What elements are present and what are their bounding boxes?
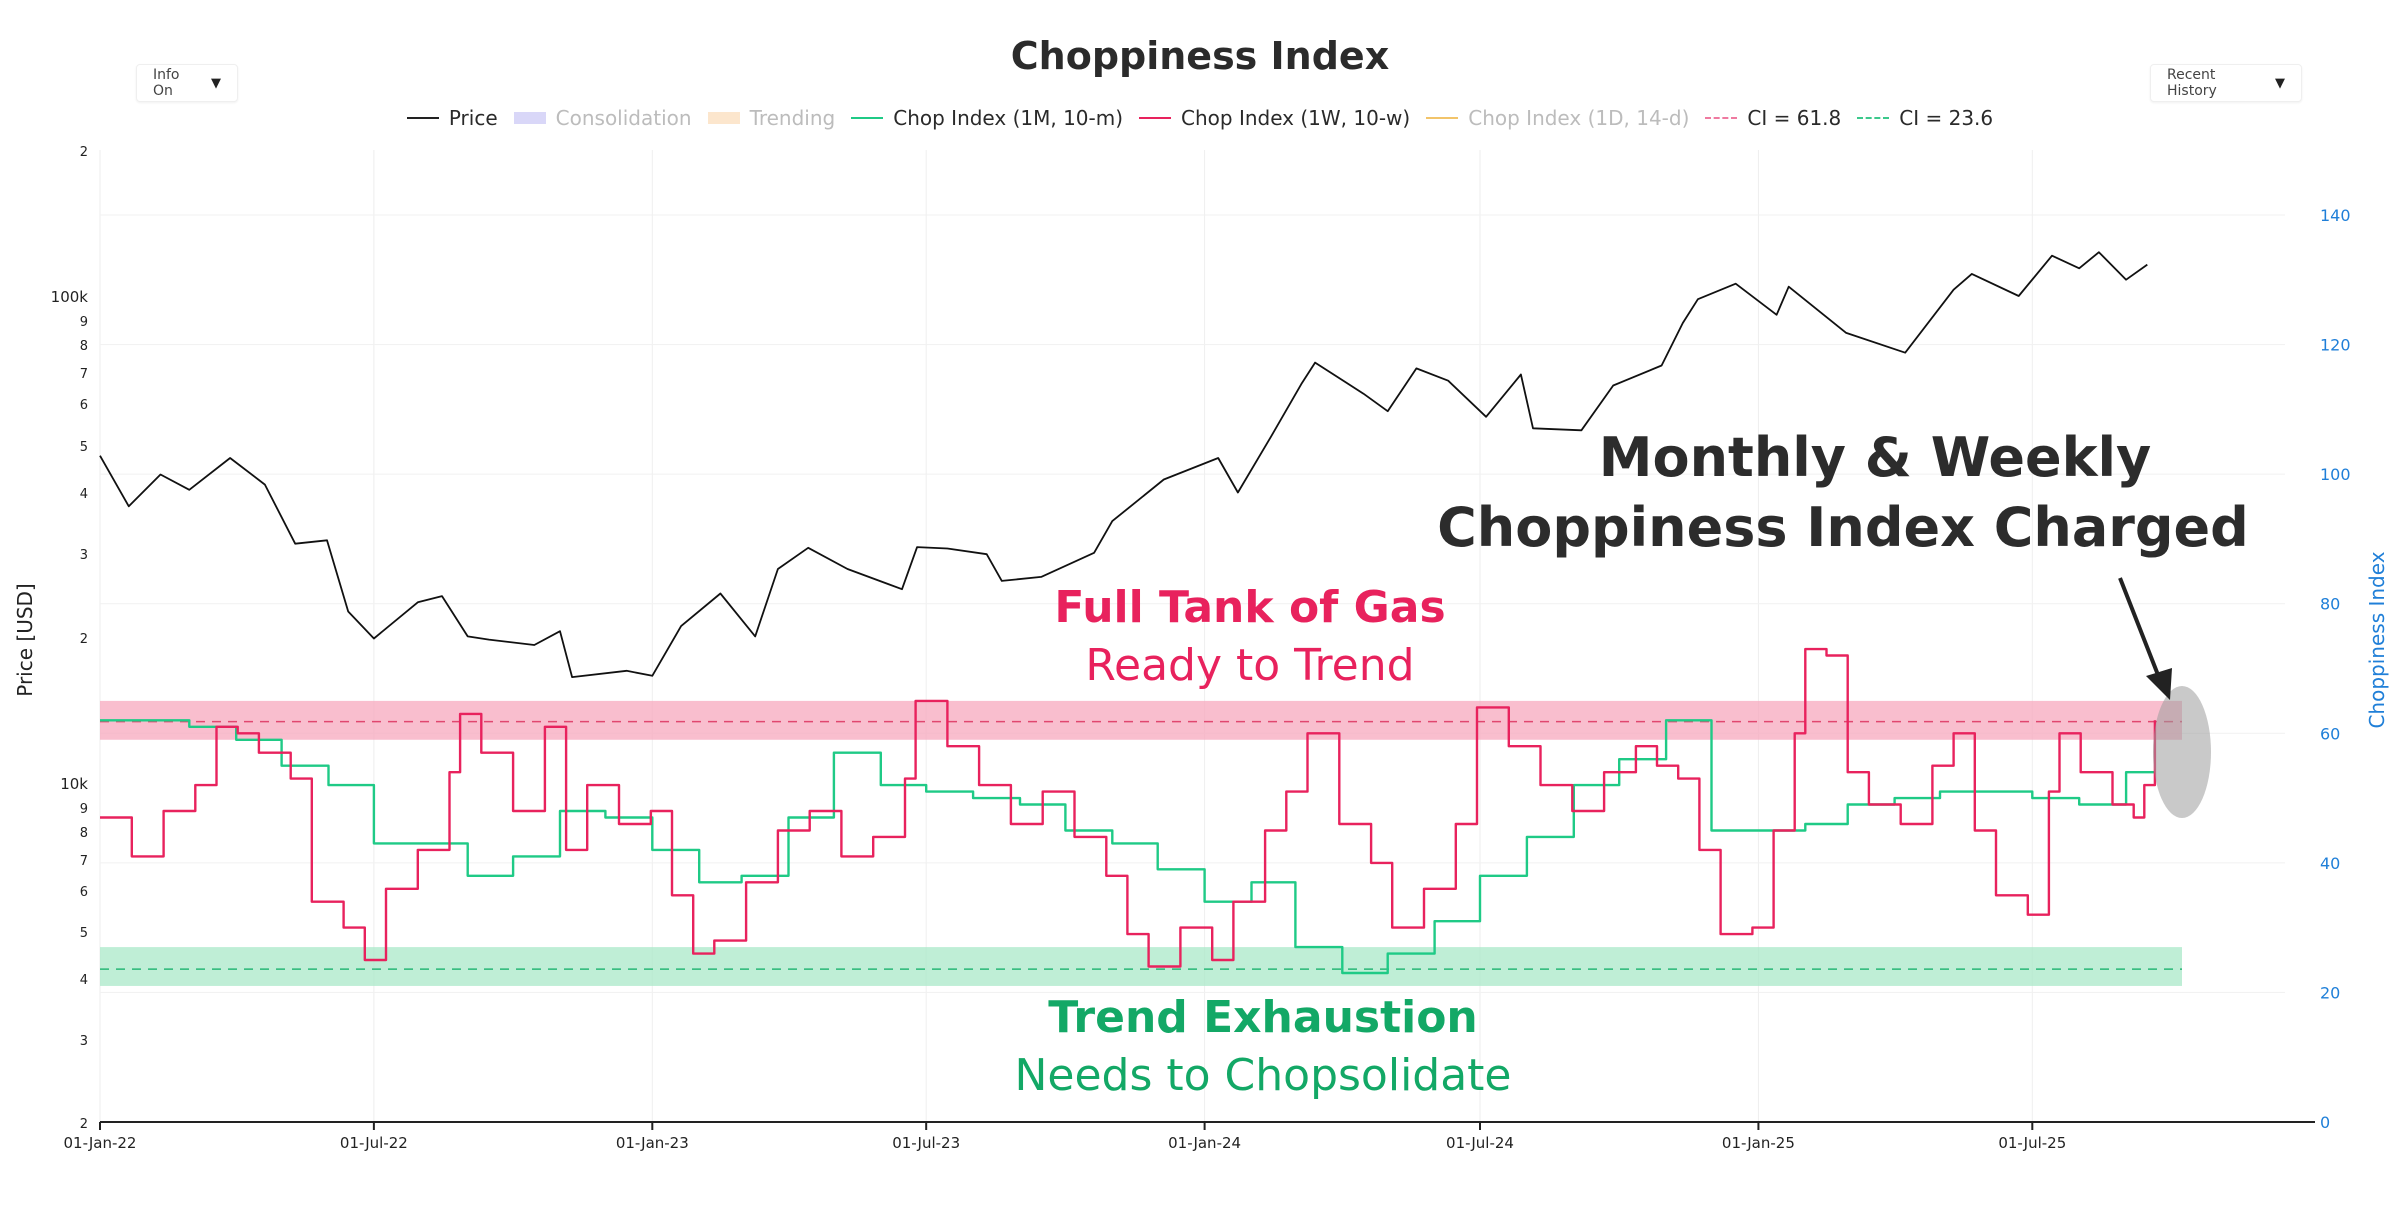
highlight-ellipse <box>2153 686 2211 818</box>
legend-swatch <box>1857 112 1890 124</box>
series-line <box>99 251 2148 678</box>
threshold-bands <box>100 700 2182 986</box>
y-right-tick-label: 60 <box>2320 724 2340 743</box>
y-right-tick-label: 20 <box>2320 983 2340 1002</box>
y-right-tick-label: 80 <box>2320 595 2340 614</box>
y-right-tick-label: 140 <box>2320 206 2351 225</box>
callout-arrow-line <box>2118 577 2162 681</box>
y-left-tick-label: 8 <box>80 339 88 354</box>
legend-swatch <box>513 112 546 124</box>
y-left-tick-label: 7 <box>80 854 88 869</box>
y-left-axis-title: Price [USD] <box>13 583 37 697</box>
y-right-tick-label: 0 <box>2320 1113 2330 1132</box>
legend-label: Price <box>448 106 498 130</box>
legend-label: Consolidation <box>555 106 692 130</box>
caret-down-icon: ▼ <box>211 75 221 91</box>
threshold-band <box>100 947 2182 986</box>
legend-label: Trending <box>749 106 836 130</box>
legend-item[interactable]: Consolidation <box>513 106 692 130</box>
series-line <box>100 719 2155 975</box>
y-right-tick-label: 100 <box>2320 465 2351 484</box>
legend-label: Chop Index (1D, 14-d) <box>1468 106 1690 130</box>
y-left-tick-label: 9 <box>80 802 88 817</box>
y-left-tick-label: 7 <box>80 367 88 382</box>
y-left-tick-label: 5 <box>80 926 88 941</box>
history-select-dropdown[interactable]: Recent History ▼ <box>2150 64 2302 102</box>
legend-label: Chop Index (1W, 10-w) <box>1181 106 1411 130</box>
annotation-bottom-title: Trend Exhaustion <box>1048 992 1478 1043</box>
x-tick-label: 01-Jan-23 <box>616 1134 689 1152</box>
annotation-bottom-subtitle: Needs to Chopsolidate <box>1014 1050 1511 1101</box>
x-tick-label: 01-Jul-25 <box>1998 1134 2066 1152</box>
x-tick-label: 01-Jul-22 <box>340 1134 408 1152</box>
axes: 01-Jan-22 01-Jul-22 01-Jan-23 01-Jul-23 01-J… <box>13 145 2389 1152</box>
y-right-tick-label: 40 <box>2320 854 2340 873</box>
x-tick-label: 01-Jul-23 <box>892 1134 960 1152</box>
callout-line-2: Choppiness Index Charged <box>1437 496 2249 559</box>
annotation-top-subtitle: Ready to Trend <box>1085 640 1414 691</box>
callout-arrowhead <box>2146 668 2172 700</box>
y-left-tick-label: 6 <box>80 398 88 413</box>
y-right-tick-label: 120 <box>2320 336 2351 355</box>
legend-item[interactable]: CI = 61.8 <box>1705 106 1841 130</box>
legend-swatch <box>707 112 740 124</box>
legend-label: CI = 61.8 <box>1747 106 1842 130</box>
y-right-axis-title: Choppiness Index <box>2365 551 2389 728</box>
x-tick-label: 01-Jan-22 <box>64 1134 137 1152</box>
annotation-top-title: Full Tank of Gas <box>1054 582 1445 633</box>
y-left-tick-label: 9 <box>80 315 88 330</box>
legend-swatch <box>1139 112 1172 124</box>
legend-item[interactable]: CI = 23.6 <box>1857 106 1993 130</box>
chart-title: Choppiness Index <box>1010 34 1390 78</box>
x-tick-label: 01-Jul-24 <box>1446 1134 1514 1152</box>
y-left-tick-label: 10k <box>60 775 88 793</box>
legend-swatch <box>1705 112 1738 124</box>
y-left-tick-label: 8 <box>80 826 88 841</box>
legend-item[interactable]: Chop Index (1M, 10-m) <box>851 106 1123 130</box>
x-tick-label: 01-Jan-24 <box>1168 1134 1241 1152</box>
history-select-label: Recent History <box>2167 67 2217 99</box>
x-tick-label: 01-Jan-25 <box>1722 1134 1795 1152</box>
legend-label: CI = 23.6 <box>1899 106 1994 130</box>
legend-swatch <box>851 112 884 124</box>
callout-line-1: Monthly & Weekly <box>1599 426 2151 489</box>
y-left-tick-label: 100k <box>51 288 89 306</box>
y-left-tick-label: 6 <box>80 885 88 900</box>
legend-item[interactable]: Trending <box>707 106 836 130</box>
annotations: Full Tank of Gas Ready to Trend Trend Exha… <box>1014 426 2248 1101</box>
y-left-tick-label: 4 <box>80 487 88 502</box>
caret-down-icon: ▼ <box>2275 75 2285 91</box>
y-left-tick-label: 2 <box>80 632 88 647</box>
chart-legend: Price Consolidation Trending Chop Index (1M… <box>0 106 2400 130</box>
series-line <box>100 647 2157 968</box>
info-toggle-dropdown[interactable]: Info On ▼ <box>136 64 238 102</box>
y-left-tick-label: 4 <box>80 973 88 988</box>
y-left-tick-label: 2 <box>80 1117 88 1132</box>
legend-item[interactable]: Chop Index (1W, 10-w) <box>1139 106 1410 130</box>
y-left-tick-label: 2 <box>80 145 88 160</box>
legend-item[interactable]: Price <box>406 106 498 130</box>
info-toggle-label: Info On <box>153 67 180 99</box>
legend-swatch <box>406 112 439 124</box>
legend-swatch <box>1426 112 1459 124</box>
legend-item[interactable]: Chop Index (1D, 14-d) <box>1426 106 1689 130</box>
y-left-tick-label: 3 <box>80 548 88 563</box>
series-lines <box>99 251 2157 975</box>
legend-label: Chop Index (1M, 10-m) <box>893 106 1124 130</box>
y-left-tick-label: 3 <box>80 1034 88 1049</box>
threshold-band <box>100 700 2182 740</box>
y-left-tick-label: 5 <box>80 440 88 455</box>
